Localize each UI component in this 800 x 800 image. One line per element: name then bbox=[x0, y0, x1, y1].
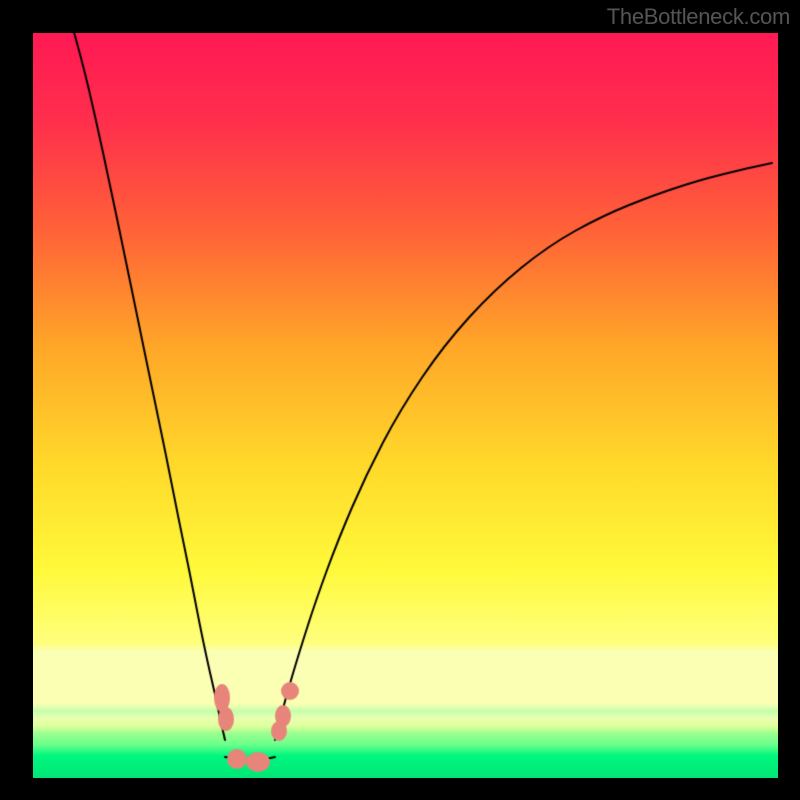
watermark-text: TheBottleneck.com bbox=[607, 4, 790, 30]
bottleneck-curve-chart bbox=[0, 0, 800, 800]
